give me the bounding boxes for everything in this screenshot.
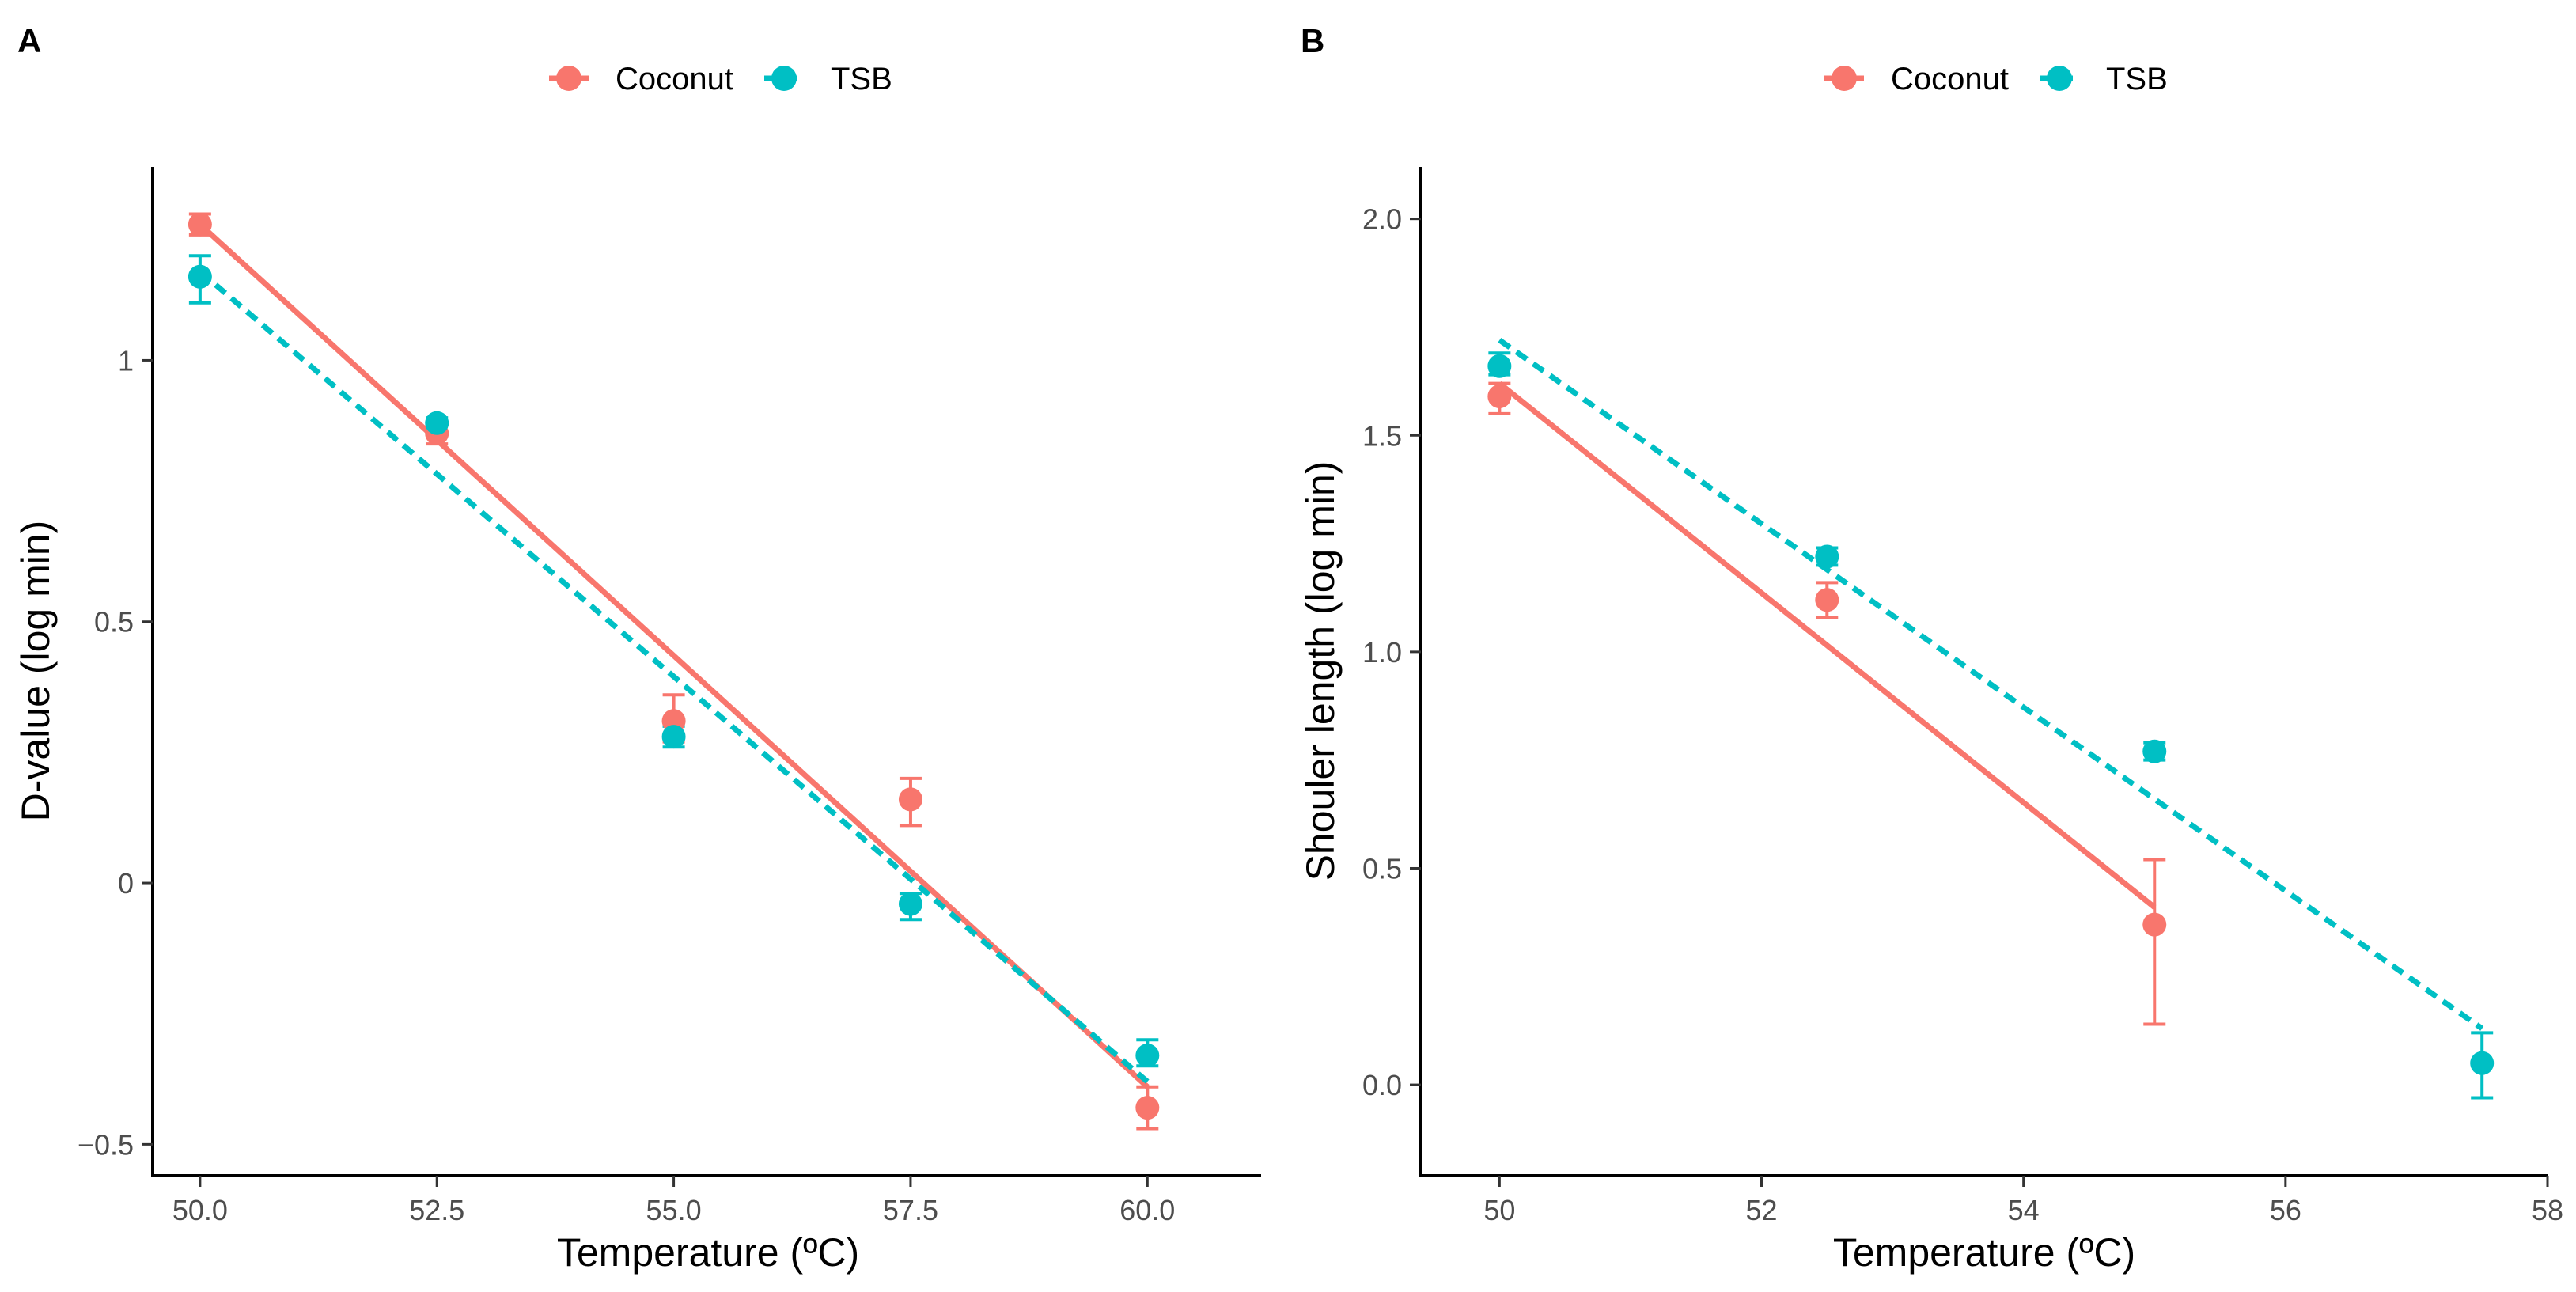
point-coconut <box>2142 912 2167 937</box>
legend: Coconut TSB <box>1824 62 2168 97</box>
point-tsb <box>2142 739 2167 763</box>
legend-key-point <box>2047 66 2072 91</box>
fit-line-tsb <box>198 269 1150 1084</box>
data-points <box>188 212 1160 1120</box>
point-tsb <box>1135 1044 1160 1068</box>
fit-lines <box>198 222 1150 1089</box>
x-tick-label: 50.0 <box>172 1194 228 1226</box>
y-tick-label: 0.0 <box>1362 1069 1402 1101</box>
point-tsb <box>425 411 449 435</box>
point-tsb <box>898 892 922 916</box>
point-tsb <box>661 725 686 749</box>
point-tsb <box>2470 1051 2495 1075</box>
error-bar-coconut <box>2143 858 2166 1026</box>
point-coconut <box>898 787 922 812</box>
x-tick-label: 50 <box>1483 1194 1515 1226</box>
x-tick-label: 52.5 <box>409 1194 464 1226</box>
point-coconut <box>1135 1096 1160 1120</box>
legend-item-coconut[interactable]: Coconut <box>549 62 733 97</box>
y-ticks: −0.5 0 0.5 1 <box>78 344 153 1161</box>
panel-b: B Coconut TSB 50 52 54 56 58 0.0 0.5 1.0 1.5 2.0… <box>1298 22 2563 1275</box>
legend-label: TSB <box>2106 62 2168 97</box>
y-ticks: 0.0 0.5 1.0 1.5 2.0 <box>1362 203 1421 1101</box>
panel-a: A Coconut TSB 50.0 52.5 55.0 57.5 60.0 −0.5 0… <box>13 22 1261 1275</box>
legend-item-coconut[interactable]: Coconut <box>1824 62 2009 97</box>
legend-label: Coconut <box>1891 62 2009 97</box>
legend-item-tsb[interactable]: TSB <box>2040 62 2168 97</box>
point-coconut <box>188 212 212 237</box>
point-tsb <box>188 264 212 289</box>
x-tick-label: 52 <box>1745 1194 1777 1226</box>
legend-key-point <box>771 66 797 91</box>
x-ticks: 50 52 54 56 58 <box>1483 1176 2563 1226</box>
fit-line-coconut <box>1498 381 2157 910</box>
fit-line-tsb <box>1498 338 2484 1031</box>
x-axis-title: Temperature (ºC) <box>1833 1230 2135 1275</box>
point-tsb <box>1815 544 1839 569</box>
x-tick-label: 56 <box>2270 1194 2301 1226</box>
point-tsb <box>1487 354 1512 378</box>
point-coconut <box>1815 588 1839 612</box>
x-tick-label: 57.5 <box>883 1194 938 1226</box>
y-axis-title: D-value (log min) <box>13 521 58 822</box>
y-tick-label: 0.5 <box>94 606 134 638</box>
legend-key-point <box>1832 66 1857 91</box>
y-tick-label: 0 <box>118 867 134 900</box>
y-tick-label: 0.5 <box>1362 852 1402 885</box>
legend-item-tsb[interactable]: TSB <box>764 62 892 97</box>
panel-label: A <box>17 22 41 59</box>
y-tick-label: 2.0 <box>1362 203 1402 236</box>
x-axis-title: Temperature (ºC) <box>557 1230 859 1275</box>
y-tick-label: 1.5 <box>1362 419 1402 452</box>
y-tick-label: 1 <box>118 344 134 377</box>
y-axis-title: Shouler length (log min) <box>1298 461 1343 881</box>
x-ticks: 50.0 52.5 55.0 57.5 60.0 <box>172 1176 1175 1226</box>
x-tick-label: 54 <box>2008 1194 2040 1226</box>
fit-lines <box>1498 338 2484 1031</box>
point-coconut <box>1487 385 1512 409</box>
legend-label: Coconut <box>616 62 733 97</box>
panel-label: B <box>1301 22 1324 59</box>
x-tick-label: 58 <box>2532 1194 2563 1226</box>
x-tick-label: 55.0 <box>646 1194 702 1226</box>
y-tick-label: −0.5 <box>78 1128 134 1161</box>
legend: Coconut TSB <box>549 62 892 97</box>
legend-label: TSB <box>831 62 892 97</box>
data-points <box>1487 354 2495 1075</box>
y-tick-label: 1.0 <box>1362 636 1402 669</box>
legend-key-point <box>556 66 581 91</box>
x-tick-label: 60.0 <box>1119 1194 1175 1226</box>
